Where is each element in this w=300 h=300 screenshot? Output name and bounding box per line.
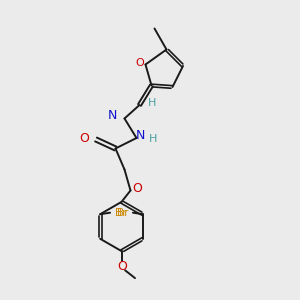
Text: O: O <box>80 131 89 145</box>
Text: H: H <box>148 98 156 108</box>
Text: N: N <box>108 109 117 122</box>
Text: O: O <box>117 260 127 273</box>
Text: O: O <box>132 182 142 195</box>
Text: Br: Br <box>115 208 126 218</box>
Text: Br: Br <box>117 208 128 218</box>
Text: N: N <box>135 129 145 142</box>
Text: O: O <box>136 58 145 68</box>
Text: H: H <box>149 134 157 145</box>
